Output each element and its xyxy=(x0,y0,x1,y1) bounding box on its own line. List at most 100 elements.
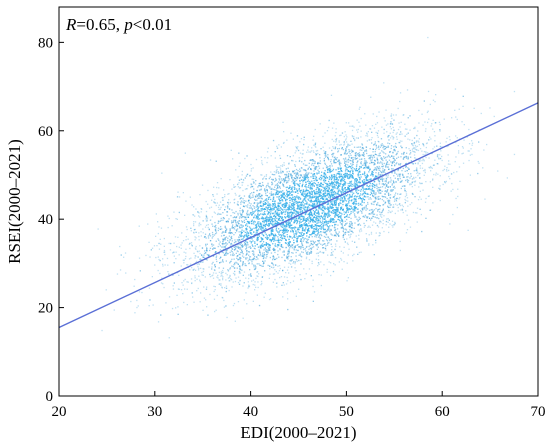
data-point xyxy=(300,138,303,140)
data-point xyxy=(390,181,392,183)
data-point xyxy=(350,182,352,184)
data-point xyxy=(419,177,421,179)
data-point xyxy=(227,277,230,279)
data-point xyxy=(286,213,289,215)
data-point xyxy=(283,235,285,237)
data-point xyxy=(329,182,331,184)
data-point xyxy=(232,272,235,275)
data-point xyxy=(302,183,304,185)
data-point xyxy=(299,196,301,199)
data-point xyxy=(243,235,245,237)
data-point xyxy=(266,220,268,223)
data-point xyxy=(292,138,294,140)
data-point xyxy=(332,219,334,221)
data-point xyxy=(373,164,375,166)
data-point xyxy=(236,267,238,269)
data-point xyxy=(379,198,381,200)
data-point xyxy=(449,163,451,165)
data-point xyxy=(309,195,311,197)
data-point xyxy=(271,234,273,236)
data-point xyxy=(399,204,402,207)
data-point xyxy=(303,224,305,226)
data-point xyxy=(311,187,313,189)
data-point xyxy=(300,203,302,205)
data-point xyxy=(323,215,325,217)
data-point xyxy=(233,302,236,305)
data-point xyxy=(302,169,305,171)
data-point xyxy=(290,204,293,206)
data-point xyxy=(342,227,344,230)
data-point xyxy=(317,222,319,224)
data-point xyxy=(411,143,413,145)
data-point xyxy=(340,199,342,201)
data-point xyxy=(239,210,241,212)
data-point xyxy=(187,264,189,266)
data-point xyxy=(363,179,365,181)
data-point xyxy=(357,137,359,139)
data-point xyxy=(386,161,389,163)
data-point xyxy=(349,171,351,173)
data-point xyxy=(315,153,317,155)
data-point xyxy=(270,178,273,180)
data-point xyxy=(180,289,183,291)
data-point xyxy=(446,137,448,139)
data-point xyxy=(339,202,341,204)
data-point xyxy=(273,249,275,252)
data-point xyxy=(294,212,296,214)
data-point xyxy=(327,156,329,158)
data-point xyxy=(316,227,318,229)
data-point xyxy=(222,231,224,233)
data-point xyxy=(399,203,401,205)
data-point xyxy=(363,164,365,166)
data-point xyxy=(334,147,337,149)
data-point xyxy=(228,235,231,237)
data-point xyxy=(241,235,243,237)
data-point xyxy=(285,182,288,184)
data-point xyxy=(322,186,324,188)
data-point xyxy=(168,217,170,220)
data-point xyxy=(307,177,310,179)
data-point xyxy=(258,194,260,196)
data-point xyxy=(256,217,259,219)
data-point xyxy=(369,154,371,157)
data-point xyxy=(225,244,227,246)
data-point xyxy=(221,260,224,262)
data-point xyxy=(163,245,165,247)
data-point xyxy=(406,197,409,199)
data-point xyxy=(337,210,339,212)
data-point xyxy=(234,239,236,241)
data-point xyxy=(385,166,387,168)
data-point xyxy=(283,266,286,268)
data-point xyxy=(405,166,407,168)
data-point xyxy=(388,163,390,166)
data-point xyxy=(323,264,325,266)
data-point xyxy=(324,190,326,192)
data-point xyxy=(301,251,303,253)
data-point xyxy=(330,192,333,194)
data-point xyxy=(362,190,364,192)
data-point xyxy=(336,215,338,217)
data-point xyxy=(435,174,437,176)
data-point xyxy=(184,258,187,260)
data-point xyxy=(299,225,301,227)
data-point xyxy=(233,234,235,236)
data-point xyxy=(313,162,315,165)
data-point xyxy=(403,114,405,116)
data-point xyxy=(383,200,385,202)
data-point xyxy=(372,201,374,203)
data-point xyxy=(418,173,420,175)
data-point xyxy=(347,174,350,176)
data-point xyxy=(348,248,350,250)
data-point xyxy=(316,217,318,220)
data-point xyxy=(239,187,242,189)
data-point xyxy=(327,208,329,210)
data-point xyxy=(286,181,288,183)
data-point xyxy=(245,227,248,229)
data-point xyxy=(340,181,342,183)
data-point xyxy=(422,189,424,191)
data-point xyxy=(274,194,277,196)
data-point xyxy=(243,282,245,284)
data-point xyxy=(413,137,416,139)
data-point xyxy=(239,257,241,259)
data-point xyxy=(303,223,305,225)
